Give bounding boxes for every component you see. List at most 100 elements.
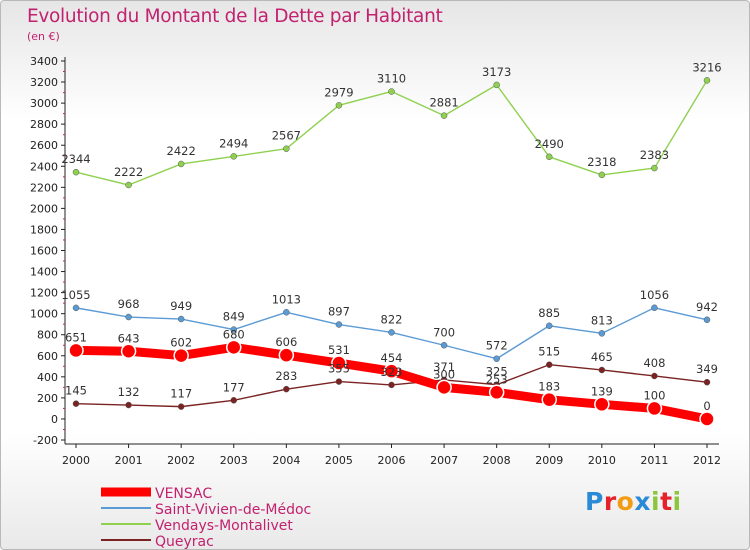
y-tick-label: 2200 <box>30 181 58 194</box>
data-point <box>546 153 553 161</box>
x-tick-label: 2005 <box>325 454 353 467</box>
data-label: 1013 <box>272 292 301 306</box>
data-label: 813 <box>591 313 613 327</box>
logo-letter: i <box>672 487 682 516</box>
data-point <box>125 313 132 321</box>
data-point <box>72 304 80 312</box>
x-tick-label: 2006 <box>378 454 406 467</box>
data-point <box>546 361 553 368</box>
data-label: 0 <box>703 399 710 413</box>
data-label: 132 <box>118 385 140 399</box>
data-label: 606 <box>275 335 297 349</box>
data-label: 2881 <box>429 96 458 110</box>
data-label: 942 <box>696 300 718 314</box>
data-point <box>177 315 185 323</box>
data-point <box>177 403 185 410</box>
data-label: 3173 <box>482 65 511 79</box>
y-tick-label: 0 <box>51 413 58 426</box>
data-label: 408 <box>643 356 665 370</box>
x-tick-label: 2002 <box>167 454 195 467</box>
logo-letter: o <box>616 487 635 516</box>
y-tick-label: 600 <box>37 350 58 363</box>
data-point <box>651 304 658 312</box>
data-label: 253 <box>486 372 508 386</box>
data-label: 531 <box>328 343 350 357</box>
legend-label-2: Vendays-Montalivet <box>155 518 293 534</box>
x-tick-label: 2009 <box>535 454 563 467</box>
data-label: 897 <box>328 305 350 319</box>
logo-letter: P <box>585 487 604 516</box>
data-point <box>546 322 553 330</box>
data-label: 2979 <box>324 85 353 99</box>
data-label: 968 <box>118 297 140 311</box>
data-point <box>120 343 137 360</box>
data-label: 465 <box>591 350 613 364</box>
data-point <box>651 372 658 380</box>
x-tick-label: 2010 <box>588 454 616 467</box>
data-point <box>646 400 663 417</box>
data-label: 2383 <box>640 148 669 162</box>
data-point <box>125 181 132 189</box>
data-point <box>598 330 606 337</box>
logo-letter: x <box>634 487 651 516</box>
legend-label-0: VENSAC <box>155 486 212 502</box>
data-label: 371 <box>433 360 455 374</box>
data-point <box>331 355 347 371</box>
data-point <box>703 77 711 84</box>
y-tick-label: 1600 <box>30 245 58 258</box>
y-tick-label: 1800 <box>30 223 58 236</box>
data-point <box>493 355 500 362</box>
data-point <box>226 339 242 356</box>
data-label: 183 <box>538 380 560 394</box>
y-tick-label: 2600 <box>30 139 58 152</box>
data-point <box>72 168 80 176</box>
y-tick-label: 200 <box>37 392 58 405</box>
data-label: 602 <box>170 336 192 350</box>
data-label: 643 <box>118 331 140 345</box>
data-point <box>72 400 80 407</box>
data-label: 323 <box>381 365 403 379</box>
data-point <box>598 171 606 179</box>
x-tick-label: 2003 <box>220 454 248 467</box>
y-tick-label: 3200 <box>30 76 58 89</box>
data-label: 680 <box>223 327 245 341</box>
data-label: 2222 <box>114 165 143 179</box>
x-tick-label: 2012 <box>693 454 721 467</box>
data-point <box>335 378 343 385</box>
data-label: 2494 <box>219 136 248 150</box>
logo-letter: t <box>660 487 673 516</box>
y-tick-label: 2800 <box>30 118 58 131</box>
y-tick-label: 1000 <box>30 308 58 321</box>
x-tick-label: 2000 <box>62 454 90 467</box>
data-label: 849 <box>223 310 245 324</box>
data-label: 885 <box>538 306 560 320</box>
data-point <box>594 396 610 413</box>
data-label: 355 <box>328 362 350 376</box>
x-tick-label: 2008 <box>483 454 511 467</box>
proxiti-logo: Proxiti <box>585 487 682 516</box>
data-label: 283 <box>275 369 297 383</box>
y-tick-label: 1400 <box>30 266 58 279</box>
y-tick-label: 800 <box>37 329 58 342</box>
data-label: 2567 <box>272 129 301 143</box>
data-point <box>440 342 448 349</box>
data-point <box>68 342 84 359</box>
data-point <box>388 329 395 336</box>
data-point <box>703 316 711 324</box>
chart-title: Evolution du Montant de la Dette par Hab… <box>27 6 443 27</box>
data-point <box>335 102 343 109</box>
data-point <box>440 112 448 119</box>
data-point <box>383 363 400 379</box>
data-point <box>488 384 505 401</box>
x-tick-label: 2011 <box>640 454 668 467</box>
series-line-2 <box>75 79 708 186</box>
data-point <box>230 153 237 160</box>
data-label: 651 <box>65 330 87 344</box>
legend-label-1: Saint-Vivien-de-Médoc <box>155 502 311 518</box>
data-label: 515 <box>538 345 560 359</box>
data-point <box>388 381 395 389</box>
data-point <box>283 145 290 152</box>
data-point <box>541 391 557 408</box>
data-label: 145 <box>65 384 87 398</box>
